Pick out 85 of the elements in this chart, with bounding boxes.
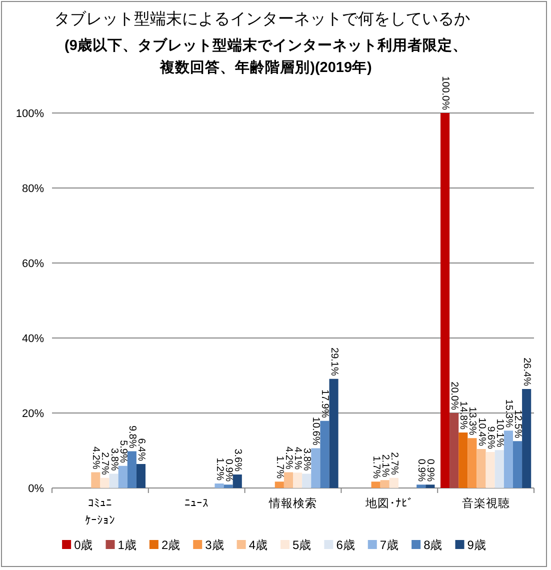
y-tick-label: 20%: [22, 408, 44, 420]
y-tick-label: 60%: [22, 258, 44, 270]
legend-label: 3歳: [205, 538, 224, 552]
bar: [512, 441, 522, 488]
legend-label: 7歳: [380, 538, 399, 552]
bar: [118, 466, 128, 488]
legend-label: 0歳: [74, 538, 93, 552]
y-tick-label: 0%: [28, 483, 44, 495]
bar: [100, 478, 110, 488]
x-tick-label: 情報検索: [268, 497, 317, 510]
bar: [494, 450, 504, 488]
bar: [320, 420, 330, 488]
data-label: 100.0%: [440, 76, 451, 110]
bar: [136, 464, 146, 488]
data-label: 4.2%: [90, 446, 102, 470]
bar: [127, 451, 136, 488]
bar: [486, 452, 495, 488]
data-label: 2.7%: [99, 452, 110, 475]
data-label: 4.1%: [292, 446, 304, 470]
data-label: 3.8%: [108, 448, 120, 471]
y-tick-label: 80%: [22, 183, 44, 195]
y-tick-label: 40%: [22, 333, 44, 345]
x-tick-label: ｺﾐｭﾆｹｰｼｮﾝ: [85, 497, 116, 527]
data-label: 3.8%: [301, 448, 312, 471]
bar: [450, 413, 459, 488]
data-label: 5.9%: [117, 440, 128, 463]
bar: [371, 482, 380, 488]
data-label: 0.9%: [222, 458, 234, 482]
bar: [274, 482, 284, 488]
legend-label: 5歳: [292, 538, 312, 552]
data-label: 1.7%: [370, 456, 382, 479]
data-label: 14.8%: [458, 401, 469, 430]
bar: [416, 484, 426, 488]
bar: [476, 449, 486, 488]
chart-subtitle: (9歳以下、タブレット型端末でインターネット利用者限定、複数回答、年齢階層別)(2019年): [64, 36, 468, 76]
data-label: 1.2%: [214, 458, 225, 481]
data-label: 17.9%: [319, 390, 330, 418]
chart-title: タブレット型端末によるインターネットで何をしているか: [54, 10, 470, 28]
legend-label: 4歳: [248, 538, 268, 552]
data-label: 2.7%: [388, 452, 400, 475]
bar: [224, 484, 233, 488]
bar: [109, 474, 118, 488]
bar: [380, 480, 390, 488]
bar: [302, 474, 312, 488]
data-label: 6.4%: [135, 438, 146, 462]
data-label: 0.9%: [424, 458, 436, 482]
data-label: 2.1%: [379, 454, 390, 478]
data-label: 9.6%: [484, 426, 496, 450]
bar: [468, 438, 477, 488]
legend-label: 1歳: [118, 538, 136, 552]
bar: [293, 472, 302, 488]
bar: [284, 472, 293, 488]
bar: [389, 478, 398, 488]
bar: [426, 484, 435, 488]
data-label: 12.5%: [512, 410, 524, 438]
x-tick-label: 音楽視聴: [462, 496, 510, 510]
legend-label: 9歳: [467, 538, 486, 552]
bar: [214, 484, 224, 488]
data-label: 15.3%: [502, 399, 514, 428]
bar: [91, 472, 100, 488]
data-label: 0.9%: [416, 458, 427, 482]
data-label: 10.1%: [494, 418, 505, 448]
legend-label: 6歳: [336, 538, 355, 552]
data-label: 3.6%: [232, 448, 243, 472]
bar: [232, 474, 242, 488]
data-label: 4.2%: [282, 446, 294, 470]
legend-label: 2歳: [161, 538, 180, 552]
x-tick-label: 地図･ﾅﾋﾞ: [364, 497, 414, 510]
data-label: 9.8%: [126, 425, 138, 448]
x-tick-label: ﾆｭｰｽ: [184, 498, 209, 510]
y-tick-label: 100%: [16, 108, 44, 120]
data-label: 29.1%: [328, 348, 340, 376]
data-label: 20.0%: [448, 382, 460, 410]
data-label: 10.6%: [310, 416, 322, 446]
data-label: 1.7%: [274, 456, 285, 479]
bar: [458, 432, 468, 488]
data-label: 13.3%: [466, 406, 478, 436]
bar: [311, 448, 320, 488]
data-label: 26.4%: [521, 358, 532, 386]
bar: [504, 430, 513, 488]
bar: [522, 389, 532, 488]
data-label: 10.4%: [476, 418, 487, 446]
bar: [440, 113, 450, 488]
bar: [329, 378, 338, 488]
legend-label: 8歳: [424, 538, 442, 552]
